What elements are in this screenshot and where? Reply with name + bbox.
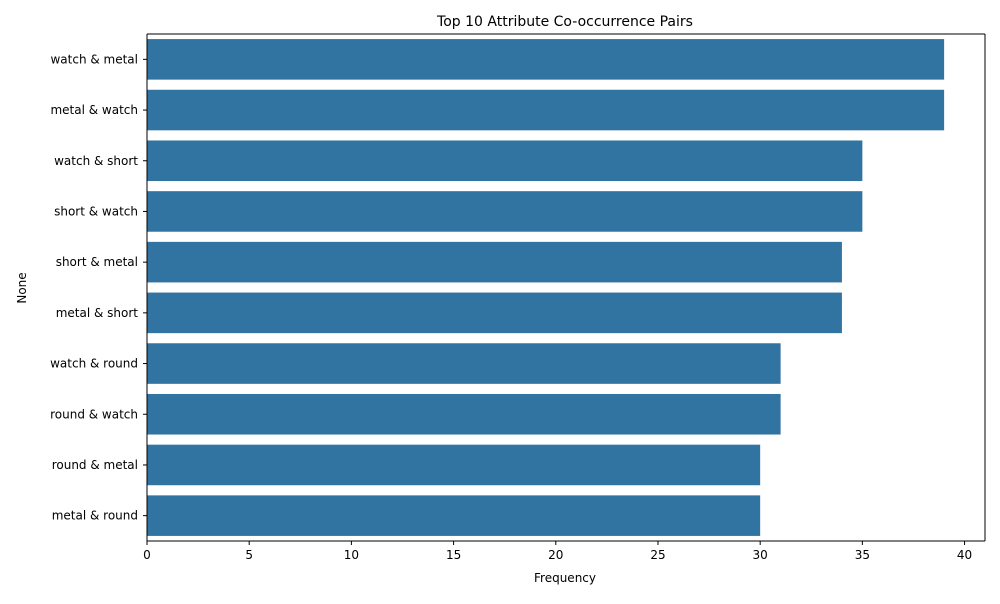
- bars-layer: [147, 39, 945, 536]
- y-tick-label: round & metal: [52, 458, 138, 472]
- x-tick-label: 30: [753, 548, 768, 562]
- x-tick-label: 35: [855, 548, 870, 562]
- x-tick-label: 40: [957, 548, 972, 562]
- bar: [147, 495, 761, 536]
- chart-title: Top 10 Attribute Co-occurrence Pairs: [436, 14, 693, 30]
- y-tick-label: metal & short: [56, 306, 139, 320]
- bar: [147, 393, 781, 435]
- bar: [147, 140, 863, 182]
- y-tick-label: watch & round: [50, 357, 138, 371]
- x-tick-layer: 0 5 10 15 20 25 30 35 40: [143, 541, 972, 562]
- bar: [147, 343, 781, 384]
- bar: [147, 292, 842, 334]
- x-tick-label: 20: [548, 548, 563, 562]
- y-axis-label: None: [15, 272, 29, 303]
- axes-frame: [146, 33, 986, 542]
- y-tick-label: short & metal: [56, 255, 138, 269]
- x-tick-label: 0: [143, 548, 151, 562]
- x-axis-label: Frequency: [534, 571, 596, 585]
- x-tick-label: 5: [245, 548, 253, 562]
- x-tick-label: 10: [344, 548, 359, 562]
- bar: [147, 39, 945, 80]
- x-tick-label: 25: [650, 548, 665, 562]
- y-tick-label: metal & watch: [50, 103, 138, 117]
- bar: [147, 89, 945, 131]
- bar: [147, 191, 863, 232]
- x-tick-label: 15: [446, 548, 461, 562]
- bar: [147, 444, 761, 486]
- y-tick-layer: watch & metal metal & watch watch & short s…: [50, 52, 147, 523]
- y-tick-label: watch & short: [54, 154, 138, 168]
- bar: [147, 241, 842, 283]
- y-tick-label: short & watch: [54, 204, 138, 218]
- y-tick-label: metal & round: [52, 509, 138, 523]
- y-tick-label: watch & metal: [50, 52, 138, 66]
- y-tick-label: round & watch: [50, 407, 138, 421]
